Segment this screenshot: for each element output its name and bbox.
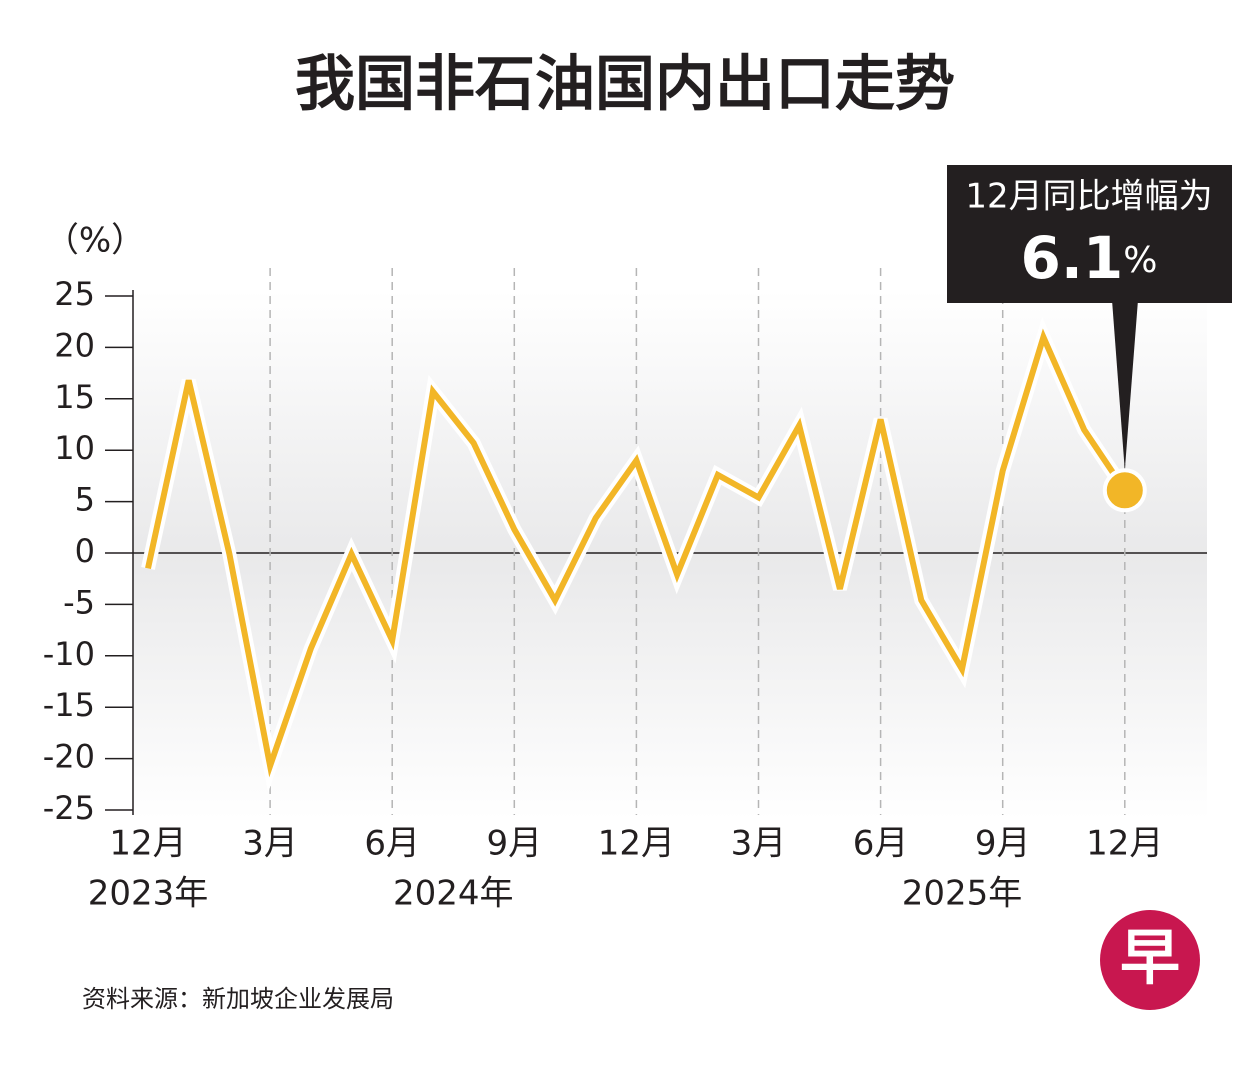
y-tick-label: 25 — [54, 275, 95, 313]
x-tick-label: 12月 — [109, 824, 186, 864]
line — [145, 328, 1128, 778]
x-tick-label: 12月 — [598, 824, 675, 864]
source: 资料来源：新加坡企业发展局 — [82, 985, 394, 1013]
y-tick-label: 0 — [75, 532, 95, 570]
y-tick-label: 15 — [54, 378, 95, 416]
annotation-pointer — [1112, 300, 1138, 471]
year-label: 2023年 — [88, 874, 209, 914]
y-tick-label: -10 — [43, 635, 95, 673]
logo — [1100, 910, 1200, 1010]
year-label: 2025年 — [902, 874, 1023, 914]
x-tick-label: 12月 — [1086, 824, 1163, 864]
logo-text: 早 — [1120, 924, 1180, 994]
annotation-value: 6.1% — [1021, 224, 1158, 292]
annotation-number: 6.1 — [1021, 224, 1124, 292]
y-tick-label: -15 — [43, 686, 95, 724]
y-tick-label: 10 — [54, 429, 95, 467]
x-tick-label: 9月 — [975, 824, 1031, 864]
annotation-text: 12月同比增幅为 — [965, 177, 1212, 217]
y-tick-label: -20 — [43, 738, 95, 776]
x-tick-label: 9月 — [486, 824, 542, 864]
x-tick-label: 3月 — [242, 824, 298, 864]
annotation-unit: % — [1123, 240, 1157, 281]
y-tick-label: 20 — [54, 326, 95, 364]
x-tick-label: 3月 — [731, 824, 787, 864]
x-tick-label: 6月 — [364, 824, 420, 864]
y-axis-label: （%） — [45, 221, 145, 261]
annotation-box — [947, 165, 1232, 303]
y-tick-label: 5 — [75, 481, 95, 519]
end-point — [1102, 468, 1147, 513]
y-tick-label: -25 — [43, 789, 95, 827]
y-tick-label: -5 — [63, 583, 95, 621]
year-label: 2024年 — [393, 874, 514, 914]
chart-title: 我国非石油国内出口走势 — [295, 50, 955, 120]
x-tick-label: 6月 — [853, 824, 909, 864]
